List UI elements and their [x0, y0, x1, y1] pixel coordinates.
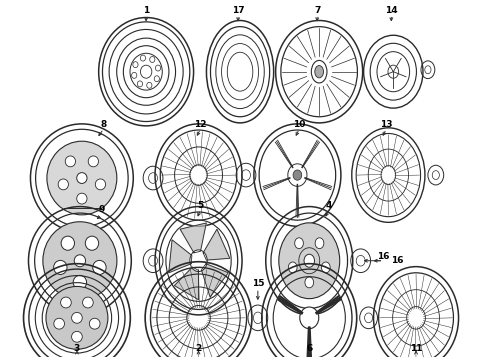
- Text: 4: 4: [326, 201, 332, 210]
- Text: 2: 2: [196, 344, 202, 353]
- Ellipse shape: [88, 156, 98, 167]
- Ellipse shape: [147, 82, 152, 88]
- Ellipse shape: [305, 277, 314, 288]
- Ellipse shape: [321, 262, 330, 273]
- Text: 14: 14: [385, 6, 397, 15]
- Text: 15: 15: [251, 279, 264, 288]
- Polygon shape: [174, 267, 198, 300]
- Text: 8: 8: [100, 120, 107, 129]
- Ellipse shape: [279, 223, 340, 299]
- Ellipse shape: [72, 331, 82, 342]
- Ellipse shape: [61, 236, 74, 250]
- Ellipse shape: [190, 250, 207, 271]
- Ellipse shape: [149, 57, 155, 63]
- Ellipse shape: [93, 260, 106, 274]
- Ellipse shape: [315, 66, 323, 78]
- Ellipse shape: [46, 287, 108, 349]
- Ellipse shape: [154, 76, 159, 82]
- Text: 3: 3: [74, 344, 80, 353]
- Ellipse shape: [72, 312, 82, 323]
- Polygon shape: [203, 229, 230, 260]
- Ellipse shape: [288, 262, 297, 273]
- Ellipse shape: [58, 179, 69, 190]
- Ellipse shape: [140, 55, 146, 61]
- Ellipse shape: [53, 260, 67, 274]
- Ellipse shape: [61, 297, 71, 308]
- Ellipse shape: [77, 193, 87, 204]
- Text: 17: 17: [232, 6, 245, 15]
- Ellipse shape: [304, 254, 315, 267]
- Text: 6: 6: [306, 344, 313, 353]
- Polygon shape: [201, 264, 228, 297]
- Ellipse shape: [132, 72, 137, 78]
- Ellipse shape: [311, 60, 327, 83]
- Ellipse shape: [288, 164, 307, 186]
- Ellipse shape: [43, 222, 117, 300]
- Ellipse shape: [388, 65, 399, 78]
- Text: 16: 16: [392, 256, 404, 265]
- Ellipse shape: [47, 141, 117, 215]
- Ellipse shape: [96, 179, 105, 190]
- Ellipse shape: [294, 238, 303, 249]
- Text: 5: 5: [197, 201, 204, 210]
- Ellipse shape: [85, 236, 98, 250]
- Text: 11: 11: [410, 344, 422, 353]
- Ellipse shape: [300, 307, 319, 329]
- Ellipse shape: [133, 62, 138, 68]
- Ellipse shape: [74, 255, 86, 267]
- Polygon shape: [169, 240, 192, 273]
- Ellipse shape: [315, 238, 324, 249]
- Ellipse shape: [89, 318, 100, 329]
- Text: 7: 7: [314, 6, 320, 15]
- Text: 9: 9: [98, 206, 105, 215]
- Ellipse shape: [137, 81, 143, 87]
- Ellipse shape: [54, 318, 65, 329]
- Text: 13: 13: [380, 120, 392, 129]
- Text: 12: 12: [194, 120, 207, 129]
- Text: 1: 1: [143, 6, 149, 15]
- Ellipse shape: [65, 156, 75, 167]
- Text: 16: 16: [377, 252, 390, 261]
- Ellipse shape: [155, 65, 161, 71]
- Ellipse shape: [293, 170, 302, 180]
- Ellipse shape: [77, 172, 87, 184]
- Ellipse shape: [141, 65, 152, 78]
- Ellipse shape: [73, 275, 87, 289]
- Text: 10: 10: [293, 120, 306, 129]
- Polygon shape: [180, 223, 206, 253]
- Ellipse shape: [83, 297, 93, 308]
